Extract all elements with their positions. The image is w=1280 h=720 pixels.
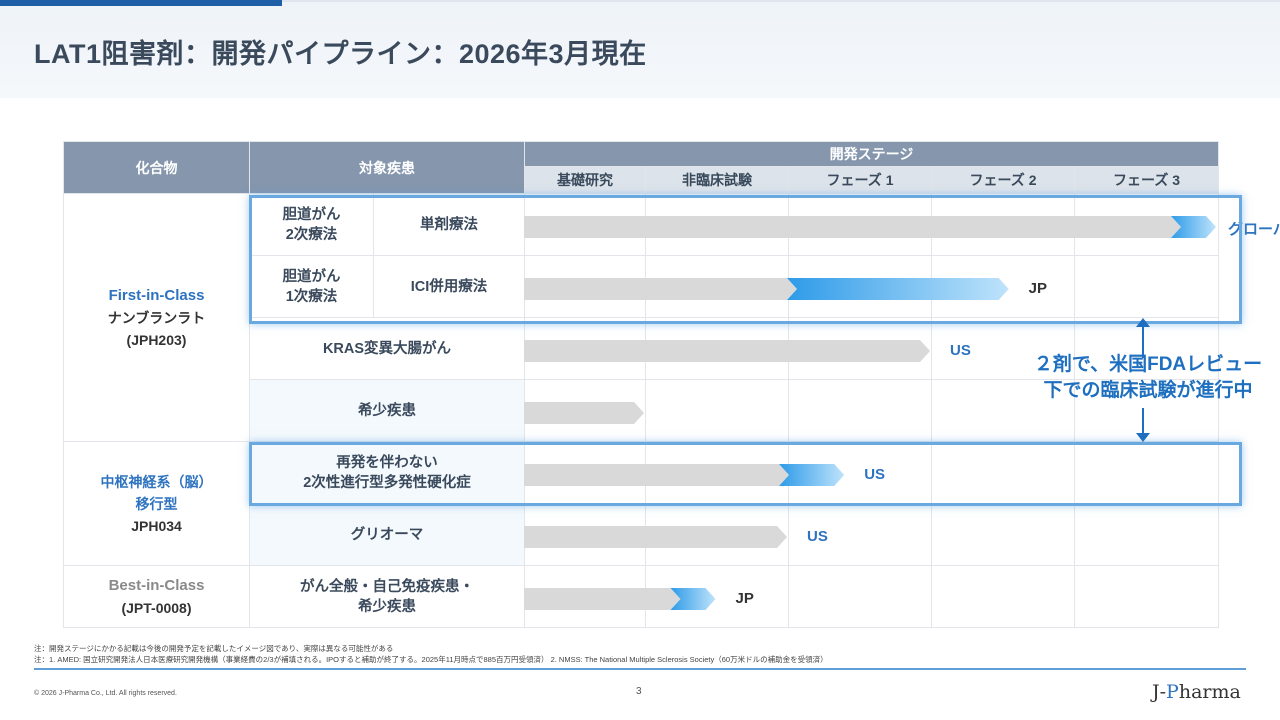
- company-logo: J-Pharma: [1152, 681, 1241, 703]
- progress-bar-row-3: [524, 402, 644, 424]
- copyright: © 2026 J-Pharma Co., Ltd. All rights res…: [34, 690, 177, 697]
- progress-bar-row-6: [524, 588, 716, 610]
- compound-code: (JPH203): [126, 331, 187, 348]
- compound-jph034: 中枢神経系（脳） 移行型 JPH034: [63, 441, 250, 566]
- disease-cell: 希少疾患: [249, 379, 525, 442]
- stage-phase1: フェーズ 1: [788, 166, 932, 194]
- bar-gray-segment: [524, 402, 644, 424]
- compound-jph203: First-in-Class ナンブランラト (JPH203): [63, 193, 250, 442]
- top-accent-line: [282, 0, 1280, 2]
- bar-gray-segment: [524, 464, 789, 486]
- disease-cell: 胆道がん 1次療法: [249, 255, 374, 318]
- bar-gray-segment: [524, 216, 1181, 238]
- footer-rule: [34, 668, 1246, 670]
- progress-bar-row-2: [524, 340, 930, 362]
- progress-bar-row-1: [524, 278, 1009, 300]
- footnote-2: 注：1. AMED: 国立研究開発法人日本医療研究開発機構（事業経費の2/3が補…: [34, 655, 828, 664]
- bar-region-label: グローバル: [1228, 221, 1280, 238]
- bar-gray-segment: [524, 588, 681, 610]
- compound-name: ナンブランラト: [107, 309, 206, 326]
- therapy-cell: 単剤療法: [373, 193, 525, 256]
- page-number: 3: [636, 686, 642, 697]
- progress-bar-row-0: [524, 216, 1216, 238]
- progress-bar-row-5: [524, 526, 787, 548]
- bar-gray-segment: [524, 278, 797, 300]
- bar-blue-segment: [787, 278, 1009, 300]
- disease-cell: 胆道がん 2次療法: [249, 193, 374, 256]
- arrow-down: [1142, 408, 1144, 436]
- stage-phase2: フェーズ 2: [931, 166, 1075, 194]
- bar-gray-segment: [524, 526, 787, 548]
- stage-preclinical: 非臨床試験: [645, 166, 789, 194]
- bar-region-label: US: [950, 342, 971, 359]
- compound-class: First-in-Class: [108, 286, 205, 304]
- disease-cell: がん全般・自己免疫疾患・ 希少疾患: [249, 565, 525, 628]
- header-stage: 開発ステージ: [523, 141, 1220, 167]
- therapy-cell: ICI併用療法: [373, 255, 525, 318]
- compound-jpt0008: Best-in-Class (JPT-0008): [63, 565, 250, 628]
- header-target: 対象疾患: [249, 141, 525, 194]
- bar-region-label: US: [864, 466, 886, 483]
- bar-region-label: JP: [1028, 280, 1047, 297]
- bar-blue-segment: [670, 588, 716, 610]
- page-title: LAT1阻害剤：開発パイプライン：2026年3月現在: [34, 39, 647, 69]
- bar-blue-segment: [779, 464, 845, 486]
- disease-cell: 再発を伴わない 2次性進行型多発性硬化症: [249, 441, 525, 504]
- compound-code: JPH034: [131, 517, 182, 534]
- bar-blue-segment: [1171, 216, 1216, 238]
- footnote-1: 注：開発ステージにかかる記載は今後の開発予定を記載したイメージ図であり、実際は異…: [34, 644, 394, 653]
- fda-callout: ２剤で、米国FDAレビュー 下での臨床試験が進行中: [1033, 354, 1263, 401]
- header-band: [0, 0, 1280, 98]
- bar-gray-segment: [524, 340, 930, 362]
- stage-phase3: フェーズ 3: [1073, 166, 1220, 194]
- compound-class: 中枢神経系（脳）: [100, 473, 213, 490]
- compound-class-2: 移行型: [135, 495, 178, 512]
- top-accent-bar: [0, 0, 282, 6]
- arrow-up: [1142, 324, 1144, 358]
- bar-region-label: US: [807, 528, 828, 545]
- disease-cell: KRAS変異大腸がん: [249, 317, 525, 380]
- progress-bar-row-4: [524, 464, 845, 486]
- bar-region-label: JP: [735, 590, 754, 607]
- arrow-down-icon: [1136, 433, 1150, 442]
- compound-code: (JPT-0008): [121, 599, 192, 616]
- header-compound: 化合物: [63, 141, 250, 194]
- compound-class: Best-in-Class: [108, 576, 205, 594]
- arrow-up-icon: [1136, 318, 1150, 327]
- stage-basic: 基礎研究: [524, 166, 646, 194]
